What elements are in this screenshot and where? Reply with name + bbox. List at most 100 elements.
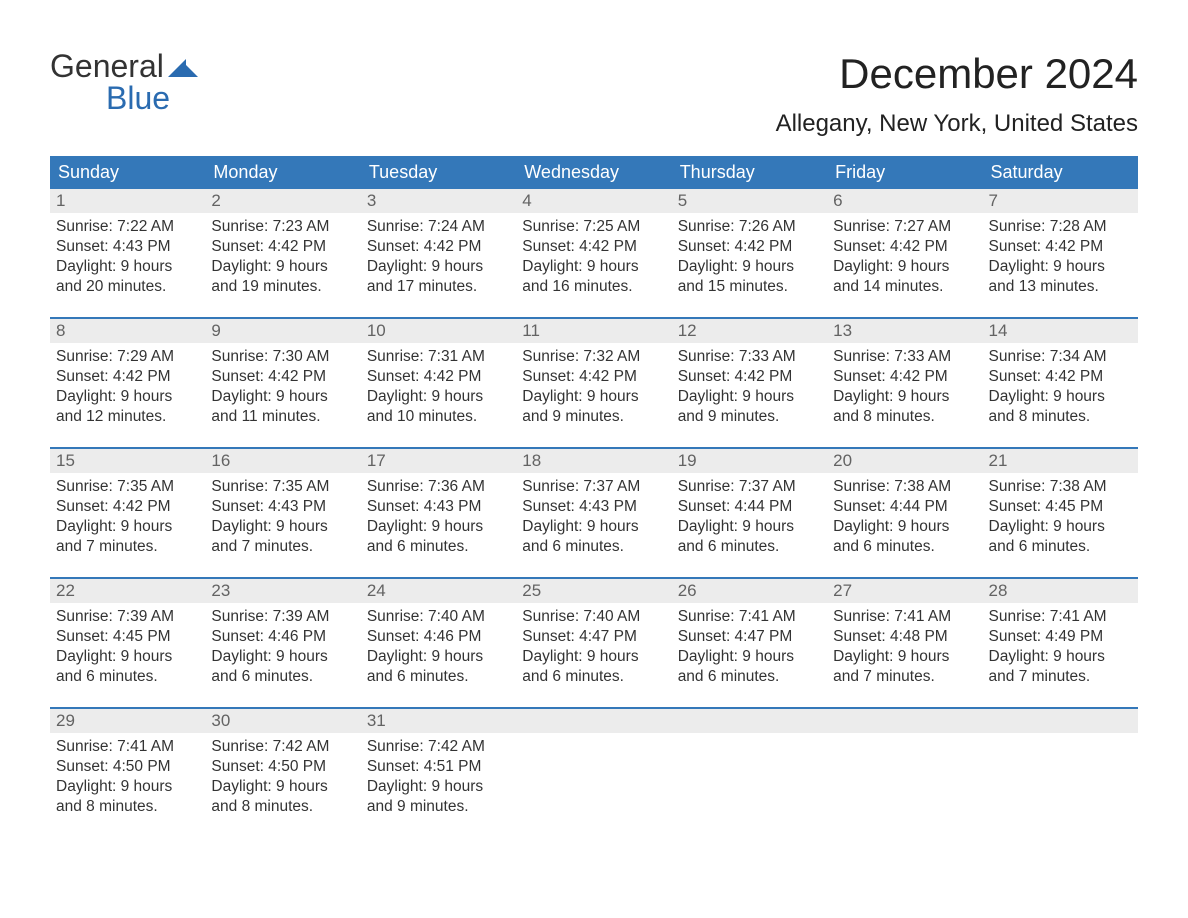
daylight-line-1: Daylight: 9 hours <box>833 517 976 537</box>
sunset-line: Sunset: 4:47 PM <box>522 627 665 647</box>
daylight-line-2: and 6 minutes. <box>989 537 1132 557</box>
calendar: Sunday Monday Tuesday Wednesday Thursday… <box>50 156 1138 827</box>
day-cell: 13Sunrise: 7:33 AMSunset: 4:42 PMDayligh… <box>827 319 982 437</box>
day-body: Sunrise: 7:34 AMSunset: 4:42 PMDaylight:… <box>983 343 1138 428</box>
sunrise-line: Sunrise: 7:33 AM <box>833 347 976 367</box>
sunset-line: Sunset: 4:43 PM <box>367 497 510 517</box>
sunrise-line: Sunrise: 7:35 AM <box>211 477 354 497</box>
daylight-line-2: and 6 minutes. <box>367 667 510 687</box>
sunrise-line: Sunrise: 7:36 AM <box>367 477 510 497</box>
week-row: 1Sunrise: 7:22 AMSunset: 4:43 PMDaylight… <box>50 189 1138 307</box>
daylight-line-2: and 8 minutes. <box>211 797 354 817</box>
daylight-line-2: and 11 minutes. <box>211 407 354 427</box>
sunset-line: Sunset: 4:43 PM <box>211 497 354 517</box>
sunset-line: Sunset: 4:42 PM <box>678 237 821 257</box>
day-cell: 7Sunrise: 7:28 AMSunset: 4:42 PMDaylight… <box>983 189 1138 307</box>
day-body: Sunrise: 7:41 AMSunset: 4:49 PMDaylight:… <box>983 603 1138 688</box>
day-cell: 15Sunrise: 7:35 AMSunset: 4:42 PMDayligh… <box>50 449 205 567</box>
sunrise-line: Sunrise: 7:38 AM <box>989 477 1132 497</box>
day-number <box>983 709 1138 733</box>
daylight-line-2: and 13 minutes. <box>989 277 1132 297</box>
sunrise-line: Sunrise: 7:32 AM <box>522 347 665 367</box>
sunset-line: Sunset: 4:42 PM <box>522 237 665 257</box>
sunset-line: Sunset: 4:46 PM <box>211 627 354 647</box>
sunrise-line: Sunrise: 7:40 AM <box>367 607 510 627</box>
day-body: Sunrise: 7:39 AMSunset: 4:46 PMDaylight:… <box>205 603 360 688</box>
daylight-line-1: Daylight: 9 hours <box>989 257 1132 277</box>
day-number: 22 <box>50 579 205 603</box>
daylight-line-1: Daylight: 9 hours <box>833 387 976 407</box>
day-number: 31 <box>361 709 516 733</box>
daylight-line-2: and 8 minutes. <box>833 407 976 427</box>
day-cell: 27Sunrise: 7:41 AMSunset: 4:48 PMDayligh… <box>827 579 982 697</box>
logo: General Blue <box>50 50 198 114</box>
sunset-line: Sunset: 4:42 PM <box>833 367 976 387</box>
day-number: 29 <box>50 709 205 733</box>
sunset-line: Sunset: 4:48 PM <box>833 627 976 647</box>
day-number: 12 <box>672 319 827 343</box>
daylight-line-2: and 15 minutes. <box>678 277 821 297</box>
daylight-line-2: and 6 minutes. <box>56 667 199 687</box>
sunset-line: Sunset: 4:44 PM <box>833 497 976 517</box>
sunrise-line: Sunrise: 7:25 AM <box>522 217 665 237</box>
day-number: 17 <box>361 449 516 473</box>
day-number: 8 <box>50 319 205 343</box>
day-body: Sunrise: 7:36 AMSunset: 4:43 PMDaylight:… <box>361 473 516 558</box>
logo-top-row: General <box>50 50 198 82</box>
daylight-line-1: Daylight: 9 hours <box>367 257 510 277</box>
day-cell <box>983 709 1138 827</box>
sunrise-line: Sunrise: 7:39 AM <box>56 607 199 627</box>
daylight-line-1: Daylight: 9 hours <box>989 647 1132 667</box>
daylight-line-1: Daylight: 9 hours <box>522 387 665 407</box>
sunset-line: Sunset: 4:42 PM <box>211 237 354 257</box>
day-body: Sunrise: 7:24 AMSunset: 4:42 PMDaylight:… <box>361 213 516 298</box>
daylight-line-2: and 9 minutes. <box>678 407 821 427</box>
day-header-sat: Saturday <box>983 156 1138 189</box>
sunset-line: Sunset: 4:43 PM <box>522 497 665 517</box>
daylight-line-2: and 10 minutes. <box>367 407 510 427</box>
day-number: 13 <box>827 319 982 343</box>
header: General Blue December 2024 Allegany, New… <box>50 50 1138 138</box>
day-number: 21 <box>983 449 1138 473</box>
day-body: Sunrise: 7:28 AMSunset: 4:42 PMDaylight:… <box>983 213 1138 298</box>
daylight-line-2: and 12 minutes. <box>56 407 199 427</box>
day-number: 15 <box>50 449 205 473</box>
day-header-tue: Tuesday <box>361 156 516 189</box>
sunset-line: Sunset: 4:42 PM <box>678 367 821 387</box>
sunset-line: Sunset: 4:44 PM <box>678 497 821 517</box>
daylight-line-2: and 17 minutes. <box>367 277 510 297</box>
sunrise-line: Sunrise: 7:41 AM <box>56 737 199 757</box>
sunrise-line: Sunrise: 7:33 AM <box>678 347 821 367</box>
daylight-line-1: Daylight: 9 hours <box>678 517 821 537</box>
daylight-line-2: and 19 minutes. <box>211 277 354 297</box>
day-number: 4 <box>516 189 671 213</box>
daylight-line-2: and 8 minutes. <box>989 407 1132 427</box>
day-number: 27 <box>827 579 982 603</box>
day-number: 25 <box>516 579 671 603</box>
day-body: Sunrise: 7:23 AMSunset: 4:42 PMDaylight:… <box>205 213 360 298</box>
day-cell: 20Sunrise: 7:38 AMSunset: 4:44 PMDayligh… <box>827 449 982 567</box>
sunset-line: Sunset: 4:42 PM <box>211 367 354 387</box>
day-cell: 9Sunrise: 7:30 AMSunset: 4:42 PMDaylight… <box>205 319 360 437</box>
day-cell: 8Sunrise: 7:29 AMSunset: 4:42 PMDaylight… <box>50 319 205 437</box>
day-body: Sunrise: 7:35 AMSunset: 4:43 PMDaylight:… <box>205 473 360 558</box>
day-body: Sunrise: 7:40 AMSunset: 4:46 PMDaylight:… <box>361 603 516 688</box>
sunrise-line: Sunrise: 7:42 AM <box>211 737 354 757</box>
day-body: Sunrise: 7:33 AMSunset: 4:42 PMDaylight:… <box>827 343 982 428</box>
daylight-line-1: Daylight: 9 hours <box>367 387 510 407</box>
day-cell: 18Sunrise: 7:37 AMSunset: 4:43 PMDayligh… <box>516 449 671 567</box>
sunset-line: Sunset: 4:45 PM <box>56 627 199 647</box>
week-row: 29Sunrise: 7:41 AMSunset: 4:50 PMDayligh… <box>50 707 1138 827</box>
sunrise-line: Sunrise: 7:23 AM <box>211 217 354 237</box>
sunrise-line: Sunrise: 7:39 AM <box>211 607 354 627</box>
day-cell: 24Sunrise: 7:40 AMSunset: 4:46 PMDayligh… <box>361 579 516 697</box>
day-number: 9 <box>205 319 360 343</box>
day-cell: 30Sunrise: 7:42 AMSunset: 4:50 PMDayligh… <box>205 709 360 827</box>
daylight-line-1: Daylight: 9 hours <box>211 517 354 537</box>
sunrise-line: Sunrise: 7:37 AM <box>522 477 665 497</box>
day-number: 20 <box>827 449 982 473</box>
day-body: Sunrise: 7:41 AMSunset: 4:47 PMDaylight:… <box>672 603 827 688</box>
day-cell: 2Sunrise: 7:23 AMSunset: 4:42 PMDaylight… <box>205 189 360 307</box>
day-body: Sunrise: 7:41 AMSunset: 4:50 PMDaylight:… <box>50 733 205 818</box>
daylight-line-2: and 7 minutes. <box>989 667 1132 687</box>
